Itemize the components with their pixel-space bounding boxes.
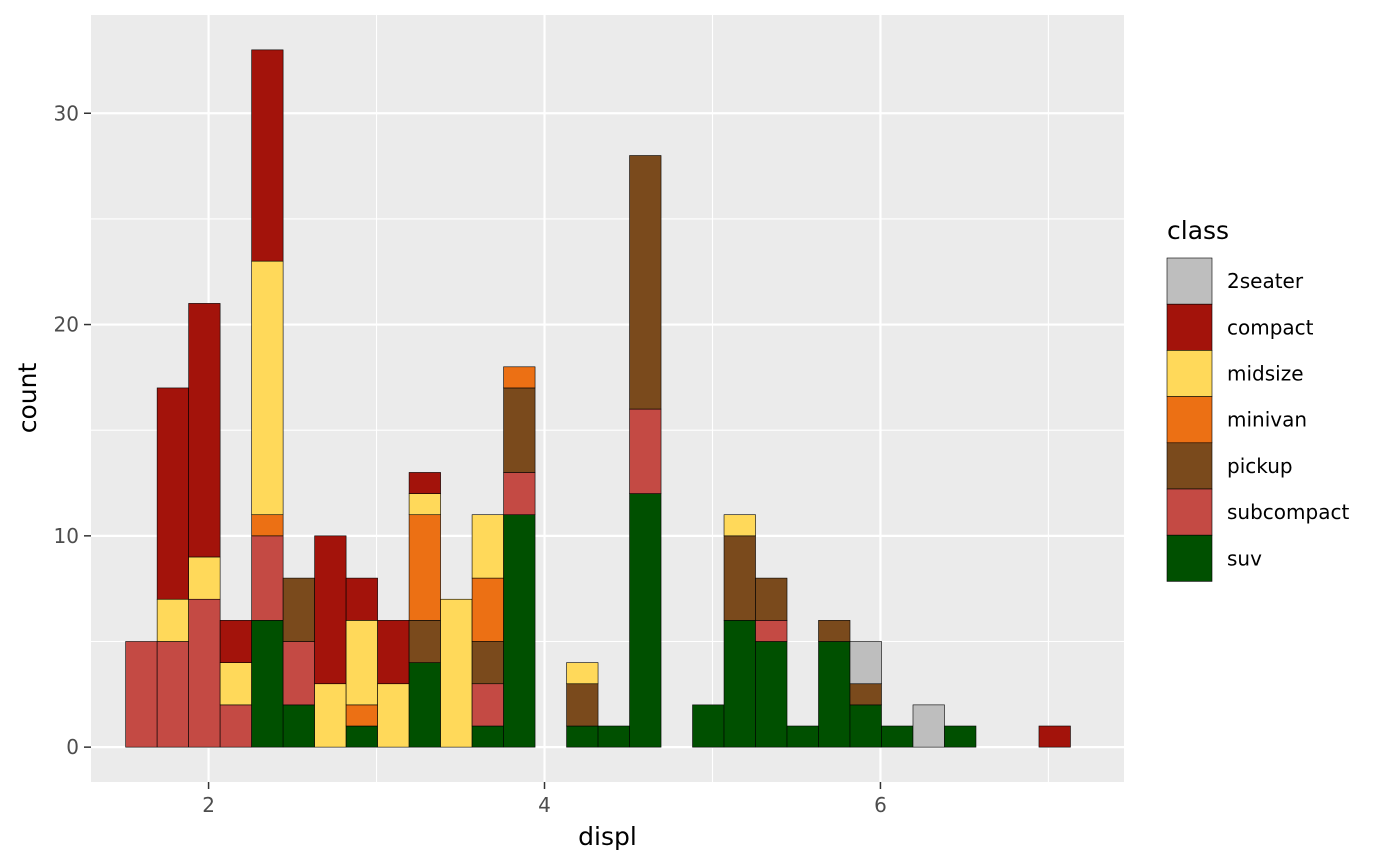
bar-segment-suv: [503, 514, 536, 748]
bar-segment-suv: [597, 725, 630, 748]
legend-key-compact: [1166, 303, 1213, 351]
x-tick-label: 2: [202, 793, 215, 817]
bar-segment-compact: [188, 303, 221, 558]
legend-key-pickup: [1166, 442, 1213, 490]
bar-segment-minivan: [345, 704, 378, 727]
bar-segment-suv: [755, 641, 788, 748]
bar-segment-suv: [345, 725, 378, 748]
bar-segment-compact: [345, 577, 378, 621]
bar-segment-suv: [723, 620, 756, 748]
bar-segment-subcompact: [219, 704, 252, 748]
bar-segment-subcompact: [125, 641, 158, 748]
legend-label-pickup: pickup: [1227, 454, 1293, 478]
bar-segment-midsize: [219, 662, 252, 706]
bar-segment-suv: [408, 662, 441, 748]
bar-segment-compact: [156, 387, 189, 600]
bar-segment-midsize: [314, 683, 347, 748]
bar-segment-minivan: [251, 514, 284, 537]
bar-segment-midsize: [723, 514, 756, 537]
x-axis-title: displ: [578, 822, 637, 851]
y-tick-label: 0: [66, 735, 79, 759]
bar-segment-compact: [251, 49, 284, 262]
bar-segment-suv: [849, 704, 882, 748]
y-axis-title: count: [13, 363, 42, 434]
bar-segment-subcompact: [755, 620, 788, 642]
bar-segment-pickup: [723, 535, 756, 621]
bar-segment-suv: [471, 725, 504, 748]
bar-segment-suv: [629, 493, 662, 748]
bar-segment-pickup: [471, 641, 504, 685]
bar-segment-compact: [1038, 725, 1071, 748]
bar-segment-midsize: [345, 620, 378, 706]
legend-label-midsize: midsize: [1227, 362, 1304, 386]
bar-segment-compact: [377, 620, 410, 685]
bar-segment-midsize: [188, 556, 221, 600]
bar-segment-midsize: [377, 683, 410, 748]
legend-key-suv: [1166, 534, 1213, 582]
bar-segment-subcompact: [282, 641, 315, 706]
legend-key-midsize: [1166, 350, 1213, 397]
bar-segment-midsize: [408, 493, 441, 516]
bar-segment-suv: [881, 725, 914, 748]
legend: 2seater compact midsize minivan pickup subcom…: [1166, 257, 1349, 582]
x-tick-label: 4: [538, 793, 551, 817]
bar-segment-midsize: [156, 598, 189, 642]
bar-segment-suv: [566, 725, 599, 748]
legend-label-minivan: minivan: [1227, 408, 1307, 432]
bar-segment-midsize: [440, 598, 473, 748]
bar-segment-midsize: [471, 514, 504, 579]
bar-segment-midsize: [566, 662, 599, 685]
bar-segment-subcompact: [503, 472, 536, 516]
bar-segment-suv: [944, 725, 977, 748]
bar-segment-subcompact: [629, 408, 662, 494]
bar-segment-midsize: [251, 260, 284, 516]
legend-label-subcompact: subcompact: [1227, 500, 1349, 524]
bar-segment-compact: [408, 472, 441, 494]
bar-segment-pickup: [503, 387, 536, 473]
bar-segment-compact: [219, 620, 252, 663]
bar-segment-subcompact: [471, 683, 504, 727]
legend-label-compact: compact: [1227, 315, 1314, 339]
bar-segment-minivan: [471, 577, 504, 642]
bar-segment-suv: [786, 725, 819, 748]
x-tick-label: 6: [874, 793, 887, 817]
bar-segment-2seater: [849, 641, 882, 685]
bar-segment-minivan: [503, 366, 536, 389]
bar-segment-pickup: [408, 620, 441, 663]
bar-segment-pickup: [629, 155, 662, 410]
y-tick-label: 30: [54, 101, 79, 125]
bar-segment-pickup: [566, 683, 599, 727]
bar-segment-suv: [692, 704, 725, 748]
bar-segment-pickup: [755, 577, 788, 621]
bar-segment-minivan: [408, 514, 441, 621]
y-tick-label: 10: [54, 524, 79, 548]
bar-segment-pickup: [849, 683, 882, 706]
legend-key-subcompact: [1166, 488, 1213, 536]
bar-segment-suv: [818, 641, 851, 748]
bar-segment-pickup: [282, 577, 315, 642]
bar-segment-subcompact: [188, 598, 221, 748]
axes: 0 10 20 30 2 4 6: [54, 101, 887, 817]
legend-title: class: [1167, 216, 1229, 245]
bar-segment-suv: [251, 620, 284, 748]
bar-segment-2seater: [912, 704, 945, 748]
legend-key-minivan: [1166, 396, 1213, 444]
bar-segment-subcompact: [251, 535, 284, 621]
legend-label-2seater: 2seater: [1227, 269, 1304, 293]
y-tick-label: 20: [54, 313, 79, 337]
bar-segment-pickup: [818, 620, 851, 642]
bar-segment-subcompact: [156, 641, 189, 748]
bar-segment-suv: [282, 704, 315, 748]
legend-label-suv: suv: [1227, 546, 1262, 570]
bars: [125, 49, 1071, 748]
bar-segment-compact: [314, 535, 347, 685]
legend-key-2seater: [1166, 257, 1213, 305]
